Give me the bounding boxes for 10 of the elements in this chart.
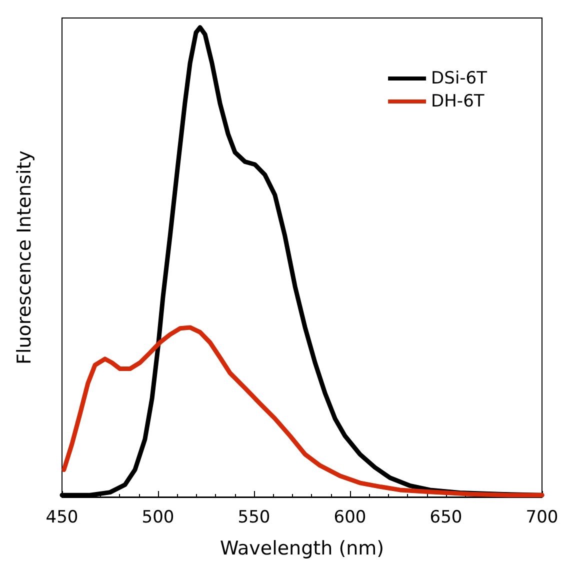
x-tick-label: 500 [142,508,174,528]
x-tick-label: 700 [526,508,558,528]
x-axis-title: Wavelength (nm) [220,538,384,560]
x-tick-label: 650 [430,508,462,528]
legend-label: DH-6T [431,92,485,112]
x-tick-label: 550 [238,508,270,528]
x-tick-label: 600 [334,508,366,528]
x-tick-label: 450 [46,508,78,528]
y-axis-title: Fluorescence Intensity [14,150,36,364]
legend-label: DSi-6T [431,68,488,88]
